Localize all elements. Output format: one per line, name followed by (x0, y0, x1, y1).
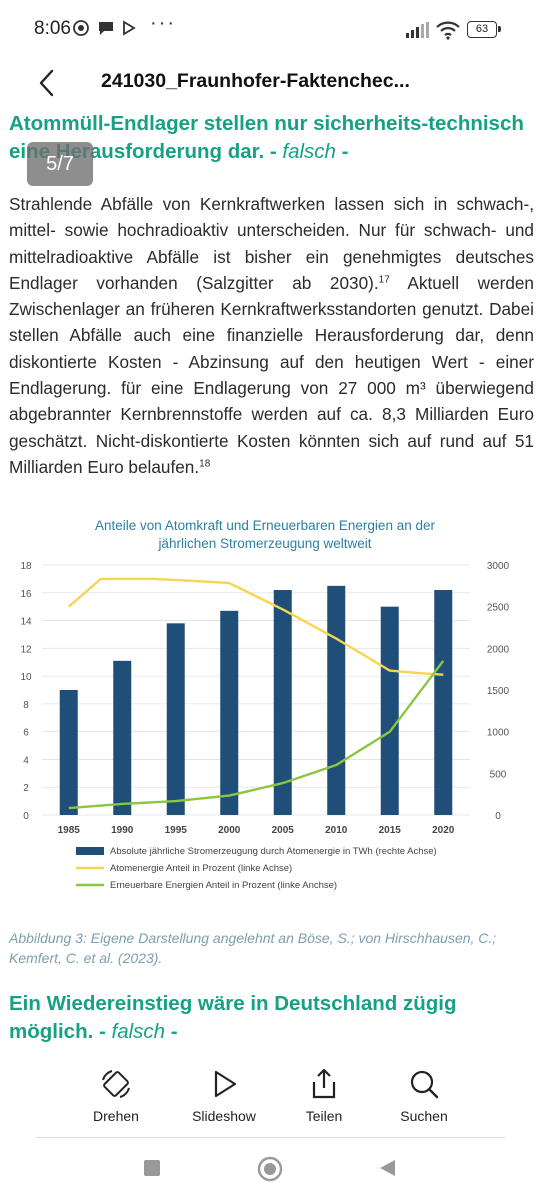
search-icon (410, 1070, 439, 1099)
section-heading-text-2: Ein Wiedereinstieg wäre in Deutschland z… (9, 992, 457, 1043)
back-nav-icon[interactable] (377, 1158, 397, 1178)
share-icon (312, 1068, 336, 1099)
chart-figure: Anteile von Atomkraft und Erneuerbaren E… (0, 508, 540, 908)
search-button[interactable]: Suchen (374, 1058, 474, 1124)
footnote-17[interactable]: 17 (378, 274, 390, 286)
chat-bubble-icon (73, 20, 89, 36)
chart-x-axis: 1985 1990 1995 2000 2005 2010 2015 2020 (58, 825, 455, 836)
line-erneuerbare-anteil (68, 660, 445, 810)
chart-title-line1: Anteile von Atomkraft und Erneuerbaren E… (95, 518, 435, 533)
verdict-tail-2: - (170, 1020, 178, 1043)
right-axis-tick-label: 2000 (487, 644, 510, 655)
left-axis-tick-label: 8 (23, 700, 29, 711)
left-axis-tick-label: 12 (20, 644, 32, 655)
chart-gridlines (42, 564, 470, 816)
legend-label: Atomenergie Anteil in Prozent (linke Ach… (110, 863, 292, 874)
signal-icon (406, 22, 429, 38)
right-axis-tick-label: 3000 (487, 561, 510, 572)
slideshow-button[interactable]: Slideshow (174, 1058, 274, 1124)
rotate-button[interactable]: Drehen (66, 1058, 166, 1124)
back-arrow-icon[interactable] (30, 66, 64, 100)
chart-title-line2: jährlichen Stromerzeugung weltweit (157, 536, 371, 551)
x-axis-tick-label: 2015 (379, 825, 402, 836)
x-axis-tick-label: 2000 (218, 825, 241, 836)
left-axis-tick-label: 6 (23, 728, 29, 739)
page-indicator: 5/7 (27, 142, 93, 186)
x-axis-tick-label: 1995 (165, 825, 188, 836)
chart-legend: Absolute jährliche Stromerzeugung durch … (76, 846, 437, 891)
slideshow-label: Slideshow (192, 1108, 256, 1124)
wifi-icon (436, 21, 460, 40)
right-axis-tick-label: 1000 (487, 728, 510, 739)
chart-right-axis: 0 500 1000 1500 2000 2500 3000 (487, 561, 510, 822)
left-axis-tick-label: 14 (20, 617, 32, 628)
bar-atomenergie-1995 (166, 623, 185, 815)
chart-bars (59, 585, 453, 815)
verdict-label-2: falsch (111, 1020, 166, 1043)
share-button[interactable]: Teilen (274, 1058, 374, 1124)
bar-atomenergie-1990 (113, 660, 132, 815)
recent-apps-icon[interactable] (143, 1159, 161, 1177)
more-notifications-icon: ··· (150, 12, 176, 34)
left-axis-tick-label: 16 (20, 589, 32, 600)
figure-caption: Abbildung 3: Eigene Darstellung angelehn… (9, 930, 497, 966)
right-axis-tick-label: 1500 (487, 686, 510, 697)
play-icon (214, 1070, 237, 1098)
status-time: 8:06 (34, 18, 71, 39)
bar-atomenergie-1985 (59, 690, 78, 815)
bar-atomenergie-2010 (327, 585, 346, 815)
left-axis-tick-label: 2 (23, 783, 29, 794)
footnote-18[interactable]: 18 (199, 458, 211, 470)
bar-atomenergie-2015 (380, 606, 399, 815)
share-label: Teilen (305, 1108, 343, 1124)
legend-swatch-bar (76, 847, 104, 855)
left-axis-tick-label: 18 (20, 561, 32, 572)
verdict-tail: - (341, 140, 349, 163)
left-axis-tick-label: 4 (23, 755, 29, 766)
message-icon (99, 22, 113, 35)
home-icon[interactable] (257, 1156, 283, 1182)
x-axis-tick-label: 2005 (272, 825, 295, 836)
top-app-bar: 241030_Fraunhofer-Faktenchec... (0, 60, 540, 106)
body-paragraph: Strahlende Abfälle von Kernkraftwerken l… (9, 191, 534, 480)
rotate-icon (102, 1070, 130, 1098)
x-axis-tick-label: 2010 (325, 825, 348, 836)
left-axis-tick-label: 0 (23, 811, 29, 822)
right-axis-tick-label: 500 (490, 769, 507, 780)
legend-label: Erneuerbare Energien Anteil in Prozent (… (110, 880, 337, 891)
toolbar-divider (36, 1137, 506, 1138)
x-axis-tick-label: 1990 (111, 825, 134, 836)
system-navigation-bar (0, 1140, 540, 1200)
bar-atomenergie-2020 (434, 590, 453, 815)
right-axis-tick-label: 0 (495, 811, 501, 822)
status-bar: 8:06 ··· 63 (0, 0, 540, 60)
bar-atomenergie-2000 (220, 610, 239, 815)
battery-indicator: 63 (467, 21, 501, 38)
chart-svg: Anteile von Atomkraft und Erneuerbaren E… (20, 518, 510, 891)
bottom-toolbar: Drehen Slideshow Teilen Suchen (0, 1058, 540, 1138)
x-axis-tick-label: 1985 (58, 825, 81, 836)
right-axis-tick-label: 2500 (487, 603, 510, 614)
legend-label: Absolute jährliche Stromerzeugung durch … (110, 846, 437, 857)
body-text-part2: Aktuell werden Zwischenlager an früheren… (9, 272, 534, 477)
chart-left-axis: 0 2 4 6 8 10 12 14 16 18 (20, 561, 32, 822)
body-text-part1: Strahlende Abfälle von Kernkraftwerken l… (9, 194, 534, 293)
verdict-label: falsch (282, 140, 336, 163)
x-axis-tick-label: 2020 (432, 825, 455, 836)
rotate-label: Drehen (93, 1108, 139, 1124)
section-heading-wiedereinstieg: Ein Wiedereinstieg wäre in Deutschland z… (9, 990, 529, 1046)
play-store-icon (123, 20, 136, 36)
search-label: Suchen (400, 1108, 448, 1124)
left-axis-tick-label: 10 (20, 672, 32, 683)
bar-atomenergie-2005 (273, 590, 292, 815)
chart-lines (68, 577, 445, 810)
document-title: 241030_Fraunhofer-Faktenchec... (101, 70, 410, 92)
line-atomenergie-anteil (68, 577, 444, 676)
